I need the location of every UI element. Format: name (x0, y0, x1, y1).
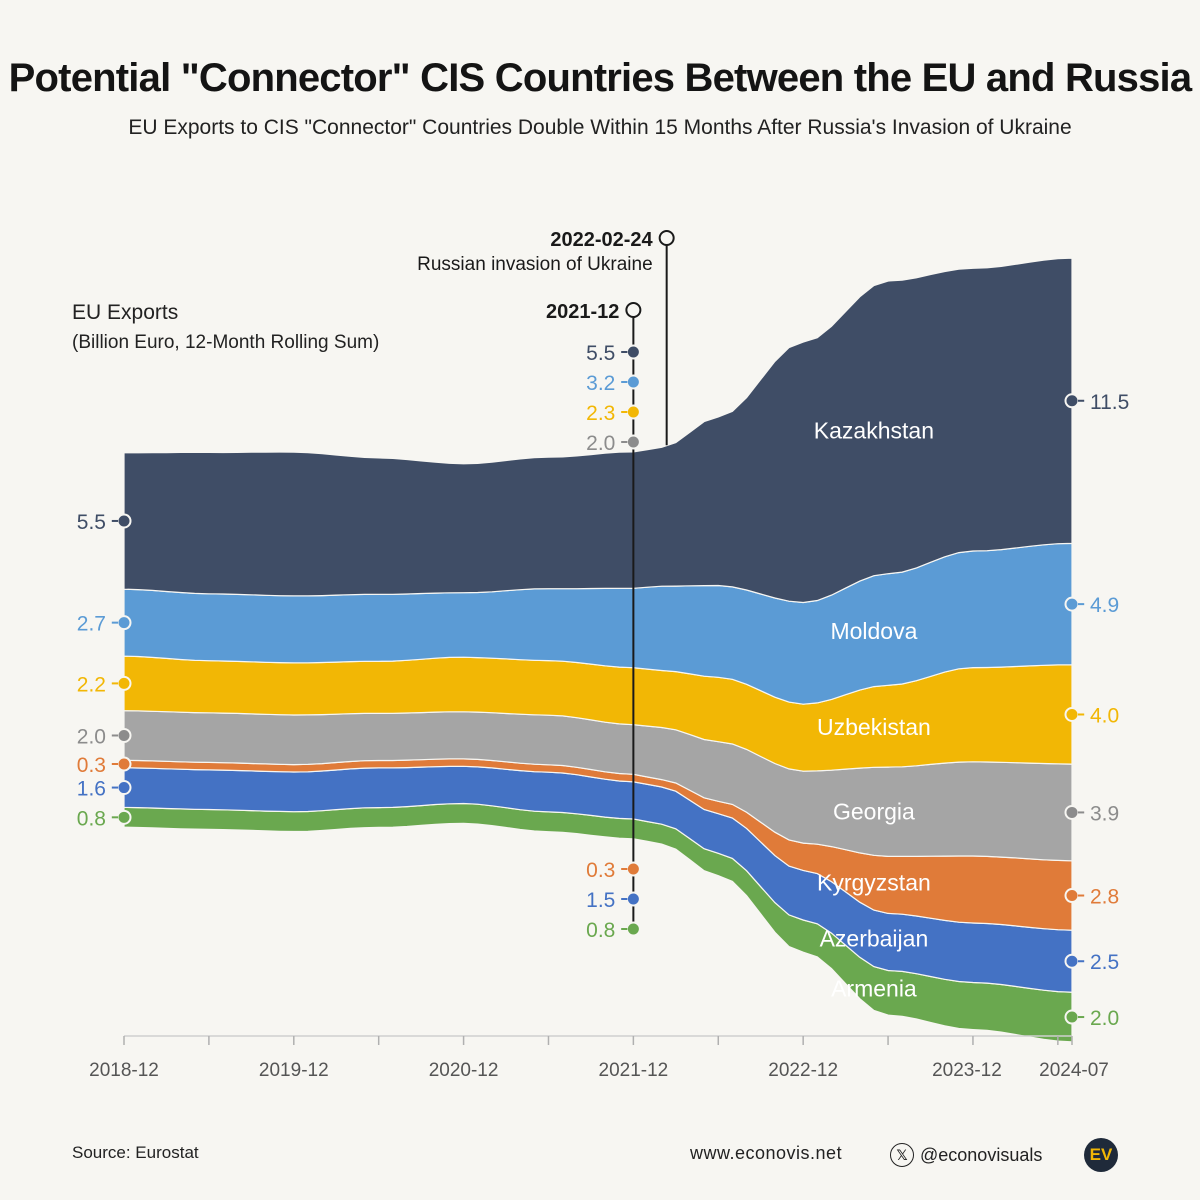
start-value-kazakhstan: 5.5 (77, 511, 106, 534)
y-axis-label-unit: (Billion Euro, 12-Month Rolling Sum) (72, 332, 380, 353)
mid-value-armenia: 0.8 (586, 919, 615, 942)
x-tick-label: 2022-12 (768, 1060, 838, 1081)
end-value-uzbekistan: 4.0 (1090, 704, 1119, 727)
x-tick-label: 2018-12 (89, 1060, 159, 1081)
x-tick-label: 2023-12 (932, 1060, 1002, 1081)
start-value-armenia: 0.8 (77, 807, 106, 830)
mid-value-georgia-dot (625, 434, 641, 450)
end-value-azerbaijan-dot (1064, 953, 1080, 969)
y-axis-label-main: EU Exports (72, 301, 179, 324)
website-link[interactable]: www.econovis.net (690, 1143, 843, 1163)
mid-value-kyrgyzstan-dot (625, 861, 641, 877)
end-value-kazakhstan-dot (1064, 393, 1080, 409)
start-value-moldova: 2.7 (77, 613, 106, 636)
stream-label-uzbekistan: Uzbekistan (817, 714, 931, 740)
start-value-moldova-dot (116, 615, 132, 631)
annotation-dot-2021-12 (625, 302, 642, 318)
stream-layers (123, 257, 1073, 1043)
annotation-label-invasion-date: 2022-02-24 (550, 229, 653, 251)
chart-subtitle: EU Exports to CIS "Connector" Countries … (128, 116, 1072, 139)
start-value-kazakhstan-dot (116, 513, 132, 529)
start-value-uzbekistan-dot (116, 675, 132, 691)
start-value-georgia: 2.0 (77, 725, 106, 748)
stream-kazakhstan (123, 257, 1073, 604)
mid-value-armenia-dot (625, 921, 641, 937)
mid-value-kazakhstan-dot (625, 344, 641, 360)
end-value-kyrgyzstan: 2.8 (1090, 886, 1119, 909)
mid-value-georgia: 2.0 (586, 432, 615, 455)
stream-label-georgia: Georgia (833, 798, 915, 824)
end-value-georgia-dot (1064, 804, 1080, 820)
chart-title: Potential "Connector" CIS Countries Betw… (8, 56, 1192, 100)
start-value-armenia-dot (116, 809, 132, 825)
start-value-georgia-dot (116, 727, 132, 743)
x-tick-label: 2024-07 (1039, 1060, 1109, 1081)
x-tick-label: 2021-12 (599, 1060, 669, 1081)
mid-value-uzbekistan: 2.3 (586, 402, 615, 425)
end-value-armenia: 2.0 (1090, 1007, 1119, 1030)
end-value-moldova-dot (1064, 596, 1080, 612)
annotation-label-2021-12: 2021-12 (546, 301, 619, 323)
end-value-armenia-dot (1064, 1009, 1080, 1025)
mid-value-kazakhstan: 5.5 (586, 342, 615, 365)
start-value-azerbaijan-dot (116, 780, 132, 796)
start-value-kyrgyzstan-dot (116, 756, 132, 772)
stream-label-azerbaijan: Azerbaijan (820, 925, 929, 951)
mid-value-moldova-dot (625, 374, 641, 390)
y-axis-label: EU Exports (Billion Euro, 12-Month Rolli… (72, 298, 379, 358)
start-value-kyrgyzstan: 0.3 (77, 754, 106, 777)
mid-value-uzbekistan-dot (625, 404, 641, 420)
stream-label-armenia: Armenia (831, 975, 917, 1001)
annotation-text-invasion: Russian invasion of Ukraine (417, 254, 653, 275)
x-logo-icon: 𝕏 (890, 1143, 914, 1167)
source-note: Source: Eurostat (72, 1143, 199, 1162)
mid-value-azerbaijan-dot (625, 891, 641, 907)
mid-value-moldova: 3.2 (586, 372, 615, 395)
mid-value-kyrgyzstan: 0.3 (586, 859, 615, 882)
stream-label-kazakhstan: Kazakhstan (814, 418, 934, 444)
x-tick-label: 2020-12 (429, 1060, 499, 1081)
end-value-georgia: 3.9 (1090, 802, 1119, 825)
end-value-azerbaijan: 2.5 (1090, 951, 1119, 974)
mid-value-azerbaijan: 1.5 (586, 889, 615, 912)
start-value-uzbekistan: 2.2 (77, 673, 106, 696)
annotation-dot-invasion (658, 230, 675, 246)
social-handle[interactable]: 𝕏 @econovisuals (890, 1143, 1042, 1167)
end-value-kazakhstan: 11.5 (1090, 391, 1129, 414)
brand-logo: EV (1084, 1138, 1118, 1172)
end-value-kyrgyzstan-dot (1064, 888, 1080, 904)
stream-label-moldova: Moldova (830, 618, 917, 644)
end-value-moldova: 4.9 (1090, 594, 1119, 617)
stream-label-kyrgyzstan: Kyrgyzstan (817, 870, 931, 896)
start-value-azerbaijan: 1.6 (77, 778, 106, 801)
social-handle-text: @econovisuals (920, 1144, 1043, 1165)
x-tick-label: 2019-12 (259, 1060, 329, 1081)
end-value-uzbekistan-dot (1064, 706, 1080, 722)
